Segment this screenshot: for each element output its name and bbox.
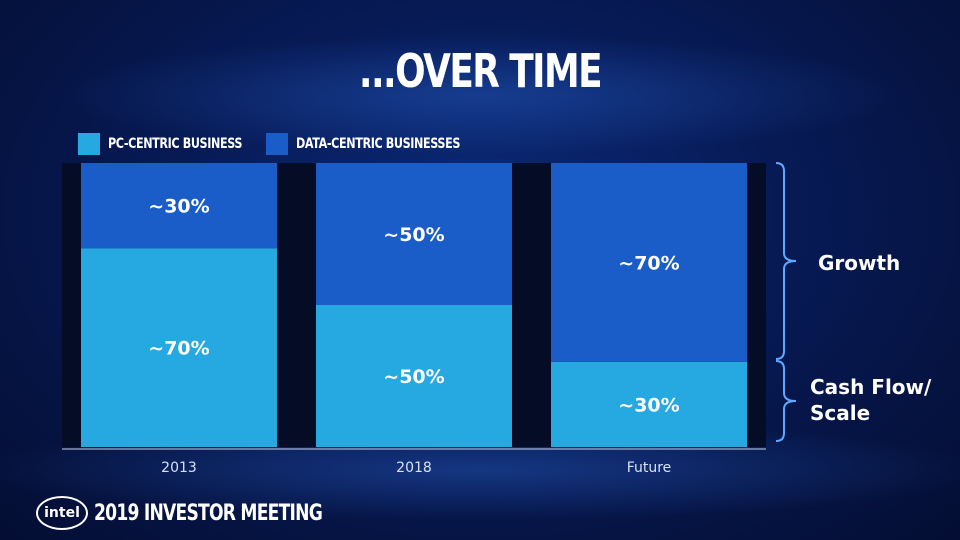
chart-legend: PC-CENTRIC BUSINESS DATA-CENTRIC BUSINES… [78,133,491,155]
data-label-data-centric-future: ~70% [618,252,679,274]
event-title: 2019 INVESTOR MEETING [94,500,323,526]
cash-flow-scale-label: Cash Flow/ Scale [810,375,932,425]
footer: intel 2019 INVESTOR MEETING [36,496,386,530]
growth-label: Growth [818,251,901,275]
bar-segment-pc-centric-2018 [316,305,512,447]
legend-item-data-centric: DATA-CENTRIC BUSINESSES [265,133,473,155]
cash-flow-brace [775,360,797,442]
data-label-pc-centric-2013: ~70% [148,338,209,360]
data-label-pc-centric-2018: ~50% [383,366,444,388]
data-label-data-centric-2013: ~30% [148,196,209,218]
legend-item-pc-centric: PC-CENTRIC BUSINESS [78,133,248,155]
bar-segment-pc-centric-2013 [81,248,277,447]
legend-swatch-pc-centric [78,133,100,155]
intel-logo: intel [36,496,88,530]
legend-label-data-centric: DATA-CENTRIC BUSINESSES [295,136,460,152]
bar-segment-data-centric-2013 [81,163,277,249]
data-label-pc-centric-future: ~30% [618,394,679,416]
legend-label-pc-centric: PC-CENTRIC BUSINESS [108,136,243,152]
slide-title: ...OVER TIME [358,44,603,98]
x-tick-label-2018: 2018 [396,460,432,476]
bar-segment-data-centric-2018 [316,163,512,305]
bar-segment-pc-centric-future [551,361,747,447]
legend-swatch-data-centric [265,133,288,155]
growth-brace [775,162,797,360]
x-tick-label-2013: 2013 [161,460,197,476]
bar-segment-data-centric-future [551,163,747,362]
data-label-data-centric-2018: ~50% [383,224,444,246]
x-tick-label-future: Future [627,460,672,476]
